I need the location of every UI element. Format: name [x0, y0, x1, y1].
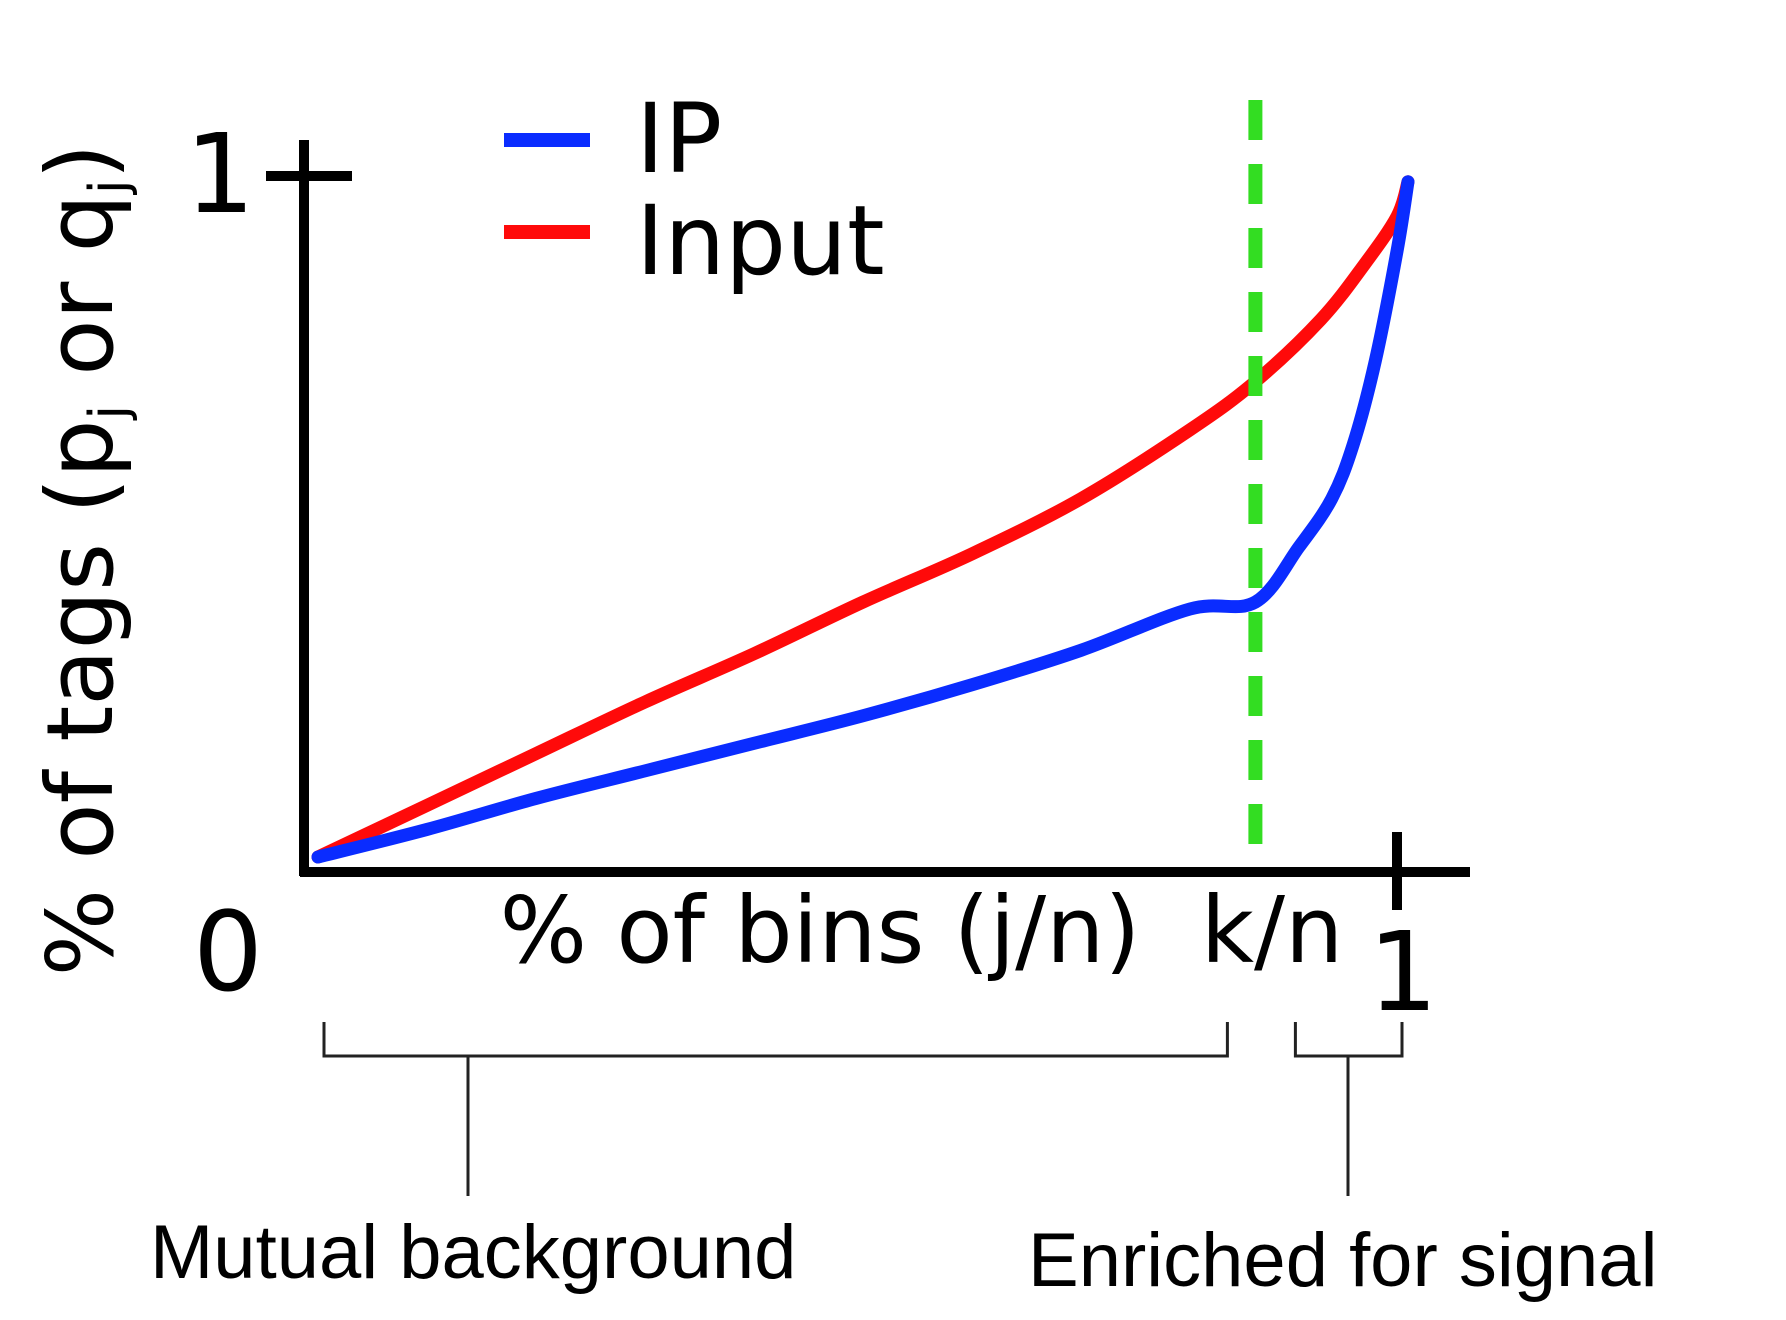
bracket-background	[322, 1022, 1229, 1196]
legend: IP Input	[504, 83, 885, 297]
series-line-input	[311, 175, 1415, 864]
x-tick-label-zero: 0	[193, 888, 263, 1016]
series-line-ip	[311, 175, 1415, 864]
brackets	[322, 1022, 1404, 1196]
bracket-signal	[1293, 1022, 1404, 1196]
bracket-label-background: Mutual background	[150, 1210, 796, 1295]
x-axis-label: % of bins (j/n)	[500, 877, 1141, 984]
y-axis-label: % of tags (pj or qj)	[27, 144, 139, 977]
plot-area	[311, 100, 1415, 868]
legend-label-ip: IP	[636, 83, 722, 195]
threshold-label: k/n	[1201, 877, 1344, 984]
legend-label-input: Input	[636, 185, 885, 297]
bracket-label-signal: Enriched for signal	[1028, 1218, 1657, 1303]
y-tick-label-one: 1	[185, 110, 255, 238]
x-tick-label-one: 1	[1368, 908, 1438, 1036]
